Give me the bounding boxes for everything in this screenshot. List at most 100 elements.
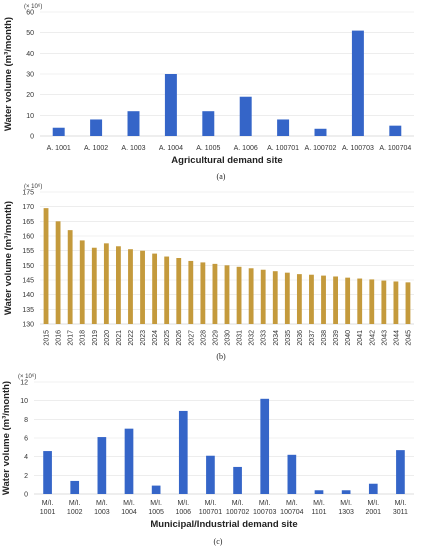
panel-label: (a) [217, 172, 226, 181]
x-tick-label: M/I. 1101 [311, 500, 326, 516]
y-tick-label: 60 [26, 10, 34, 17]
bar [284, 272, 290, 324]
bar [277, 119, 290, 136]
x-tick-label: 2040 [345, 330, 352, 346]
bar [260, 398, 270, 494]
bar [381, 280, 387, 324]
y-tick-label: 150 [22, 263, 34, 270]
y-tick-label: 160 [22, 234, 34, 241]
bar [140, 250, 145, 324]
bar [188, 260, 194, 324]
x-tick-label: 2033 [261, 330, 268, 346]
bar [224, 265, 230, 324]
bar [202, 111, 215, 136]
x-tick-label: A. 1004 [159, 145, 183, 152]
bar [164, 256, 170, 324]
y-tick-label: 155 [22, 248, 34, 255]
bar [405, 282, 411, 324]
x-tick-label: 2017 [68, 330, 75, 346]
x-tick-label: M/I. 100702 [226, 500, 249, 516]
x-tick-label: 2045 [405, 330, 412, 346]
panel-label: (c) [214, 537, 223, 546]
x-tick-label: M/I. 3011 [393, 500, 408, 516]
bar [314, 128, 327, 136]
y-tick-label: 8 [24, 417, 28, 424]
x-tick-label: M/I. 1303 [338, 500, 354, 516]
y-tick-label: 140 [22, 292, 34, 299]
x-axis-title: Municipal/Industrial demand site [150, 519, 297, 530]
bar [52, 127, 65, 136]
x-tick-label: A. 100703 [342, 145, 374, 152]
bar [70, 480, 80, 494]
bar [200, 262, 206, 324]
x-tick-label: M/I. 1005 [148, 500, 164, 516]
bar [341, 490, 351, 494]
bar [369, 279, 375, 324]
x-tick-label: 2027 [188, 330, 195, 346]
y-axis-title: Water volume (m³/month) [3, 201, 14, 315]
bar [248, 268, 254, 324]
y-tick-label: 30 [26, 72, 34, 79]
x-tick-label: 2015 [44, 330, 51, 346]
y-tick-label: 12 [20, 380, 28, 387]
x-tick-label: A. 100701 [267, 145, 299, 152]
panel-label: (b) [216, 352, 226, 361]
scale-note: (× 10⁶) [24, 3, 42, 10]
y-tick-label: 40 [26, 51, 34, 58]
bar [176, 258, 182, 324]
x-tick-label: 2018 [80, 330, 87, 346]
bar [368, 483, 378, 494]
x-tick-label: A. 100704 [379, 145, 411, 152]
chart-agricultural: 0 10 20 30 40 50 60(× 10⁶) Water volume (m³/mon… [3, 3, 414, 181]
x-tick-label: 2025 [164, 330, 171, 346]
x-tick-label: 2039 [333, 330, 340, 346]
x-tick-label: A. 1006 [234, 145, 258, 152]
y-tick-label: 130 [22, 322, 34, 329]
x-tick-label: 2024 [152, 330, 159, 346]
bar [79, 240, 85, 324]
bar [357, 278, 363, 324]
bar [314, 490, 324, 494]
bar [333, 276, 338, 324]
x-tick-label: 2042 [369, 330, 376, 346]
bar [164, 74, 177, 136]
x-tick-label: A. 1005 [196, 145, 220, 152]
x-tick-label: A. 100702 [305, 145, 337, 152]
y-tick-label: 175 [22, 190, 34, 197]
scale-note: (× 10⁶) [24, 183, 42, 190]
x-tick-label: 2041 [357, 330, 364, 346]
bar [233, 466, 242, 494]
x-tick-label: 2035 [285, 330, 292, 346]
x-tick-label: 2016 [56, 330, 63, 346]
y-tick-label: 145 [22, 278, 34, 285]
bar [321, 275, 326, 324]
x-tick-label: 2026 [176, 330, 183, 346]
x-tick-label: 2030 [225, 330, 232, 346]
y-tick-label: 135 [22, 307, 34, 314]
bar [128, 249, 133, 324]
x-tick-label: 2019 [92, 330, 99, 346]
bar [236, 266, 242, 324]
x-tick-label: M/I. 1006 [175, 500, 191, 516]
bar [272, 271, 278, 324]
x-tick-label: M/I. 1002 [67, 500, 83, 516]
x-tick-label: 2034 [273, 330, 280, 346]
y-tick-label: 165 [22, 219, 34, 226]
x-tick-label: A. 1003 [121, 145, 145, 152]
scale-note: (× 10⁶) [18, 373, 36, 380]
y-tick-label: 50 [26, 30, 34, 37]
bar [206, 455, 215, 494]
y-tick-label: 20 [26, 92, 34, 99]
chart-municipal-industrial: 0 2 4 6 8 10 12(× 10⁶) Water volume (m³/month) M… [1, 373, 414, 546]
bar [90, 119, 103, 136]
bar [151, 485, 161, 494]
x-tick-label: M/I. 100701 [199, 500, 222, 516]
y-axis-title: Water volume (m³/month) [3, 17, 14, 131]
bar [43, 451, 52, 494]
bar [345, 277, 351, 324]
bar [103, 243, 109, 324]
bar [124, 428, 134, 494]
bar [91, 247, 97, 324]
bar [97, 437, 107, 494]
